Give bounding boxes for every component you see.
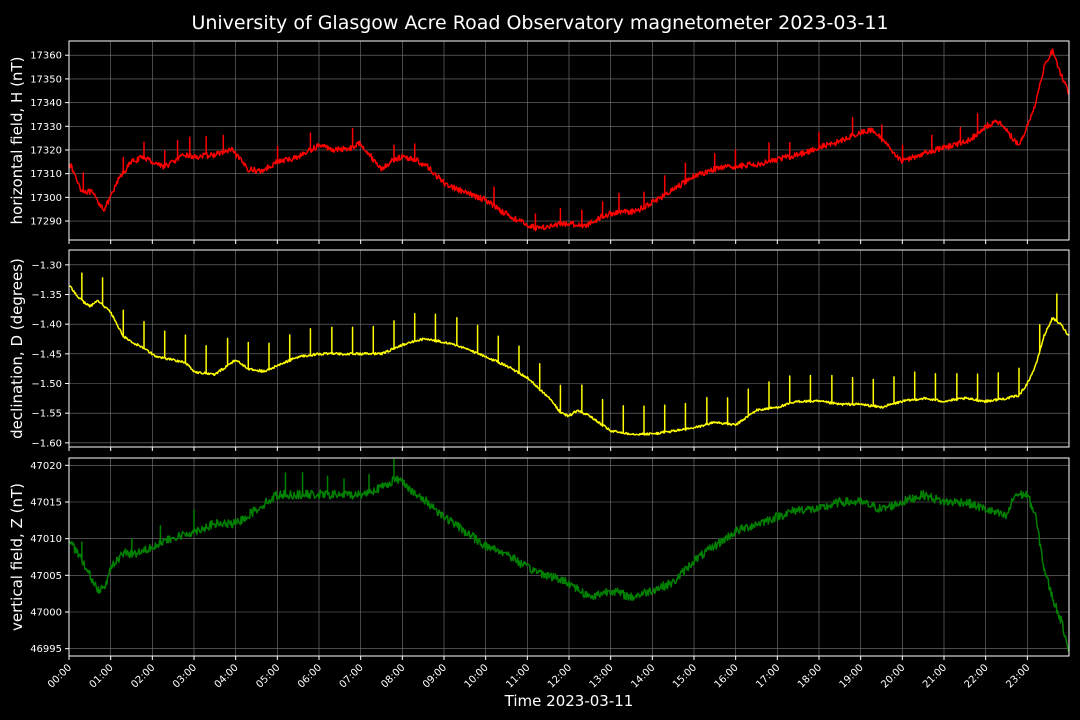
panel-1: 17290 17300 17310 17320 17330 17340 17350 17360… xyxy=(8,40,1070,244)
axes-frame xyxy=(68,457,1070,657)
panel-2: −1.60 −1.55 −1.50 −1.45 −1.40 −1.35 −1.30 decli… xyxy=(8,249,1070,451)
y-tick-label: −1.40 xyxy=(31,320,62,331)
series-line xyxy=(68,458,1070,653)
axes-frame xyxy=(68,40,1070,241)
y-tick-label: −1.60 xyxy=(31,438,62,449)
y-tick-label: 17330 xyxy=(30,122,62,133)
y-tick-label: 47020 xyxy=(30,461,62,472)
y-tick-label: 46995 xyxy=(30,644,62,655)
series-line xyxy=(68,272,1070,436)
y-tick-label: 17350 xyxy=(30,74,62,85)
y-axis-label: vertical field, Z (nT) xyxy=(8,483,26,631)
y-tick-label: −1.45 xyxy=(31,349,62,360)
y-tick-label: 47000 xyxy=(30,608,62,619)
y-tick-label: 47005 xyxy=(30,571,62,582)
y-tick-label: 17310 xyxy=(30,169,62,180)
y-tick-label: −1.55 xyxy=(31,409,62,420)
y-tick-label: 17300 xyxy=(30,193,62,204)
y-axis-label: horizontal field, H (nT) xyxy=(8,57,26,225)
axes-frame xyxy=(68,249,1070,448)
y-axis-label: declination, D (degrees) xyxy=(8,258,26,439)
chart-title: University of Glasgow Acre Road Observat… xyxy=(191,12,888,34)
y-tick-label: 17340 xyxy=(30,98,62,109)
y-tick-label: 17290 xyxy=(30,217,62,228)
y-tick-label: −1.35 xyxy=(31,290,62,301)
y-tick-label: 17320 xyxy=(30,145,62,156)
x-axis-label: Time 2023-03-11 xyxy=(504,692,634,710)
y-tick-label: 17360 xyxy=(30,51,62,62)
y-tick-label: −1.30 xyxy=(31,260,62,271)
series-line xyxy=(68,48,1070,232)
y-tick-label: 47010 xyxy=(30,534,62,545)
y-tick-label: 47015 xyxy=(30,498,62,509)
y-tick-label: −1.50 xyxy=(31,379,62,390)
